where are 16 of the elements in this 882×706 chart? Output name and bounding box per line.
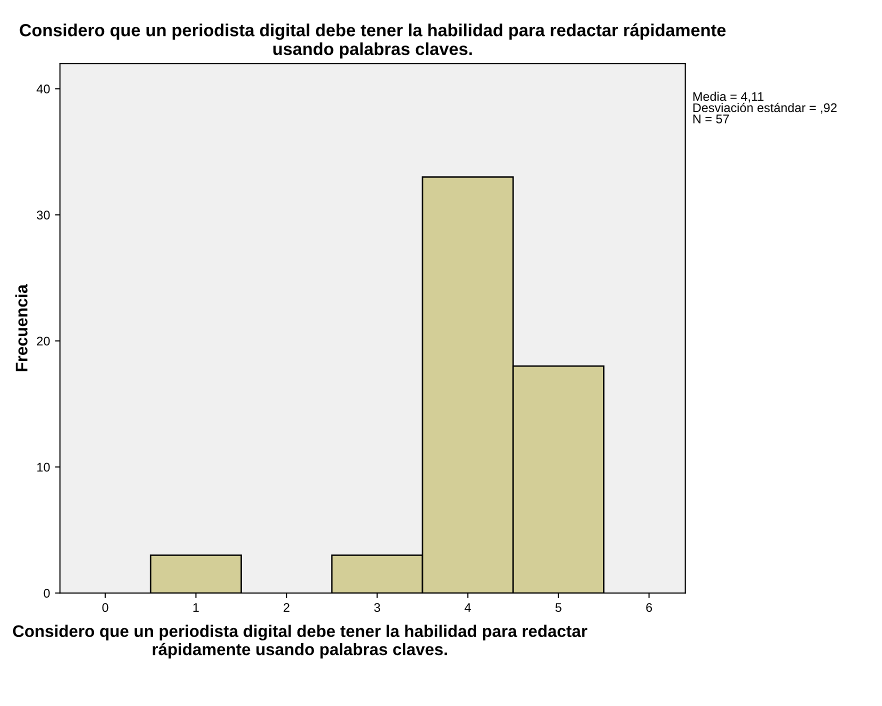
y-tick-label: 40 <box>36 84 50 94</box>
text: Media = 4,11 Desviación estándar = ,92 N = 57 <box>693 92 837 124</box>
y-axis-title: Frecuencia <box>15 284 28 372</box>
y-tick-label: 30 <box>36 210 50 220</box>
x-tick-label: 4 <box>464 603 471 612</box>
x-tick-label: 3 <box>374 603 380 612</box>
y-tick-label: 10 <box>37 462 50 472</box>
x-tick-label: 6 <box>646 603 652 612</box>
x-tick-label: 5 <box>555 603 562 612</box>
chart-title: Considero que un periodista digital debe tener la habilidad para redactar rápidamente usando palabras claves. <box>20 23 726 59</box>
x-tick-label: 2 <box>284 603 290 612</box>
x-tick-label: 1 <box>193 603 199 612</box>
x-tick-label: 0 <box>102 603 108 612</box>
y-tick-label: 20 <box>36 336 50 346</box>
x-axis-title: Considero que un periodista digital debe tener la habilidad para redactar rápidamente usando palabras claves. <box>13 624 588 659</box>
y-tick-label: 0 <box>44 588 50 598</box>
